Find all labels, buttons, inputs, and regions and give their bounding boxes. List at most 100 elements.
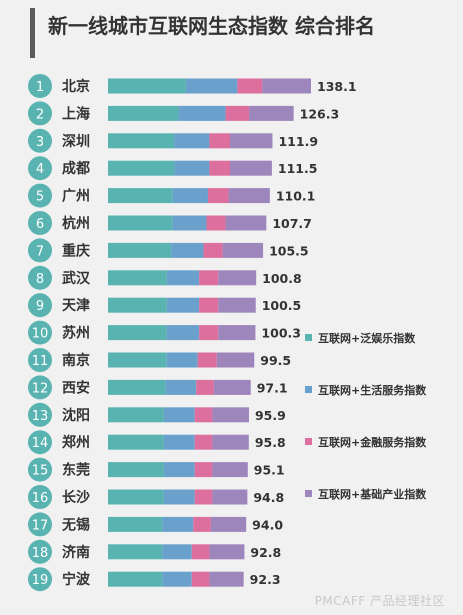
bar-segment [108,571,163,587]
bar-segment [174,160,210,176]
data-label: 110.1 [276,189,316,204]
data-label: 94.0 [252,517,283,532]
bar-segment [209,133,231,149]
bar-segment [185,78,238,94]
bar-segment [230,133,273,149]
bar-segment [108,325,167,341]
bar-segment [172,215,207,231]
bar-segment [237,78,263,94]
bar-segment [225,215,267,231]
rank-circle [28,320,52,345]
city-label: 宁波 [62,571,91,588]
rank-circle [28,375,52,400]
bar-segment [199,325,219,341]
city-label: 北京 [62,78,90,95]
bar-segment [212,489,248,505]
bar-segment [108,434,164,450]
rank-number: 3 [36,135,44,150]
bar-segment [171,242,204,258]
rank-number: 18 [32,546,49,561]
bar-segment [108,407,164,423]
bar-segment [163,462,195,478]
bar-segment [108,242,172,258]
bar-segment [163,489,195,505]
page-title: 新一线城市互联网生态指数 综合排名 [48,14,375,38]
rank-circle [28,74,52,98]
city-label: 苏州 [62,325,90,342]
title-accent-bar [30,8,35,58]
rank-number: 6 [36,217,44,232]
bar-segment [209,160,231,176]
legend-label: 互联网+金融服务指数 [318,435,427,449]
bar-segment [108,78,186,94]
rank-number: 11 [32,354,49,369]
bar-segment [212,462,248,478]
bar-segment [212,434,249,450]
city-label: 长沙 [62,489,90,506]
rank-number: 7 [36,244,44,259]
bar-segment [108,462,164,478]
bar-segment [209,571,244,587]
rank-number: 10 [32,327,49,342]
bar-segment [262,78,311,94]
rank-number: 2 [36,107,44,122]
city-label: 郑州 [62,434,90,451]
bar-segment [216,352,255,368]
bar-segment [108,105,179,121]
rank-circle [28,211,52,235]
city-label: 上海 [62,105,90,122]
rank-number: 9 [36,299,44,314]
data-label: 94.8 [253,490,284,505]
bar-segment [108,297,167,313]
rank-number: 14 [32,436,49,451]
rank-number: 16 [32,491,49,506]
bar-segment [213,379,251,395]
rank-number: 1 [36,80,44,95]
bar-segment [209,544,245,560]
bar-segment [165,379,197,395]
bar-segment [108,352,167,368]
bar-segment [163,407,195,423]
data-label: 126.3 [300,106,340,121]
city-label: 成都 [62,160,90,177]
bar-segment [194,434,213,450]
legend-label: 互联网+基础产业指数 [318,487,427,501]
bar-segment [108,544,163,560]
city-label: 西安 [62,379,90,396]
legend-swatch [305,334,312,341]
bar-segment [174,133,210,149]
rank-circle [28,485,52,509]
rank-number: 5 [36,190,44,205]
bar-segment [163,434,195,450]
data-label: 100.8 [262,271,302,286]
rank-circle [28,402,52,427]
data-label: 138.1 [317,79,357,94]
bar-segment [222,242,264,258]
bar-segment [206,215,226,231]
city-label: 南京 [62,352,90,369]
bar-segment [108,215,173,231]
bar-segment [194,489,213,505]
rank-circle [28,512,52,537]
watermark: PMCAFF 产品经理社区 [314,594,445,608]
rank-circle [28,457,52,482]
bar-segment [178,105,226,121]
rank-circle [28,183,52,208]
bar-segment [194,462,213,478]
data-label: 107.7 [272,216,312,231]
bar-segment [166,352,198,368]
bar-segment [191,544,210,560]
city-label: 广州 [62,188,90,205]
rank-number: 13 [32,409,49,424]
bar-segment [218,270,257,286]
data-label: 111.5 [278,161,318,176]
data-label: 95.8 [255,435,286,450]
bar-segment [191,571,210,587]
bar-segment [196,379,214,395]
city-label: 沈阳 [62,407,90,424]
bar-segment [162,516,194,532]
data-label: 97.1 [257,380,288,395]
city-label: 无锡 [61,516,90,533]
legend-swatch [305,490,312,497]
